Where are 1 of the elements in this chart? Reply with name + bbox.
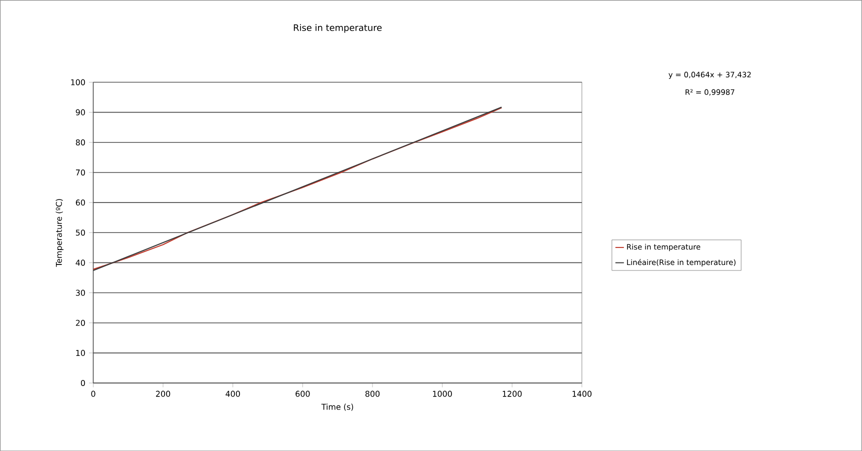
chart-title: Rise in temperature xyxy=(294,24,382,33)
